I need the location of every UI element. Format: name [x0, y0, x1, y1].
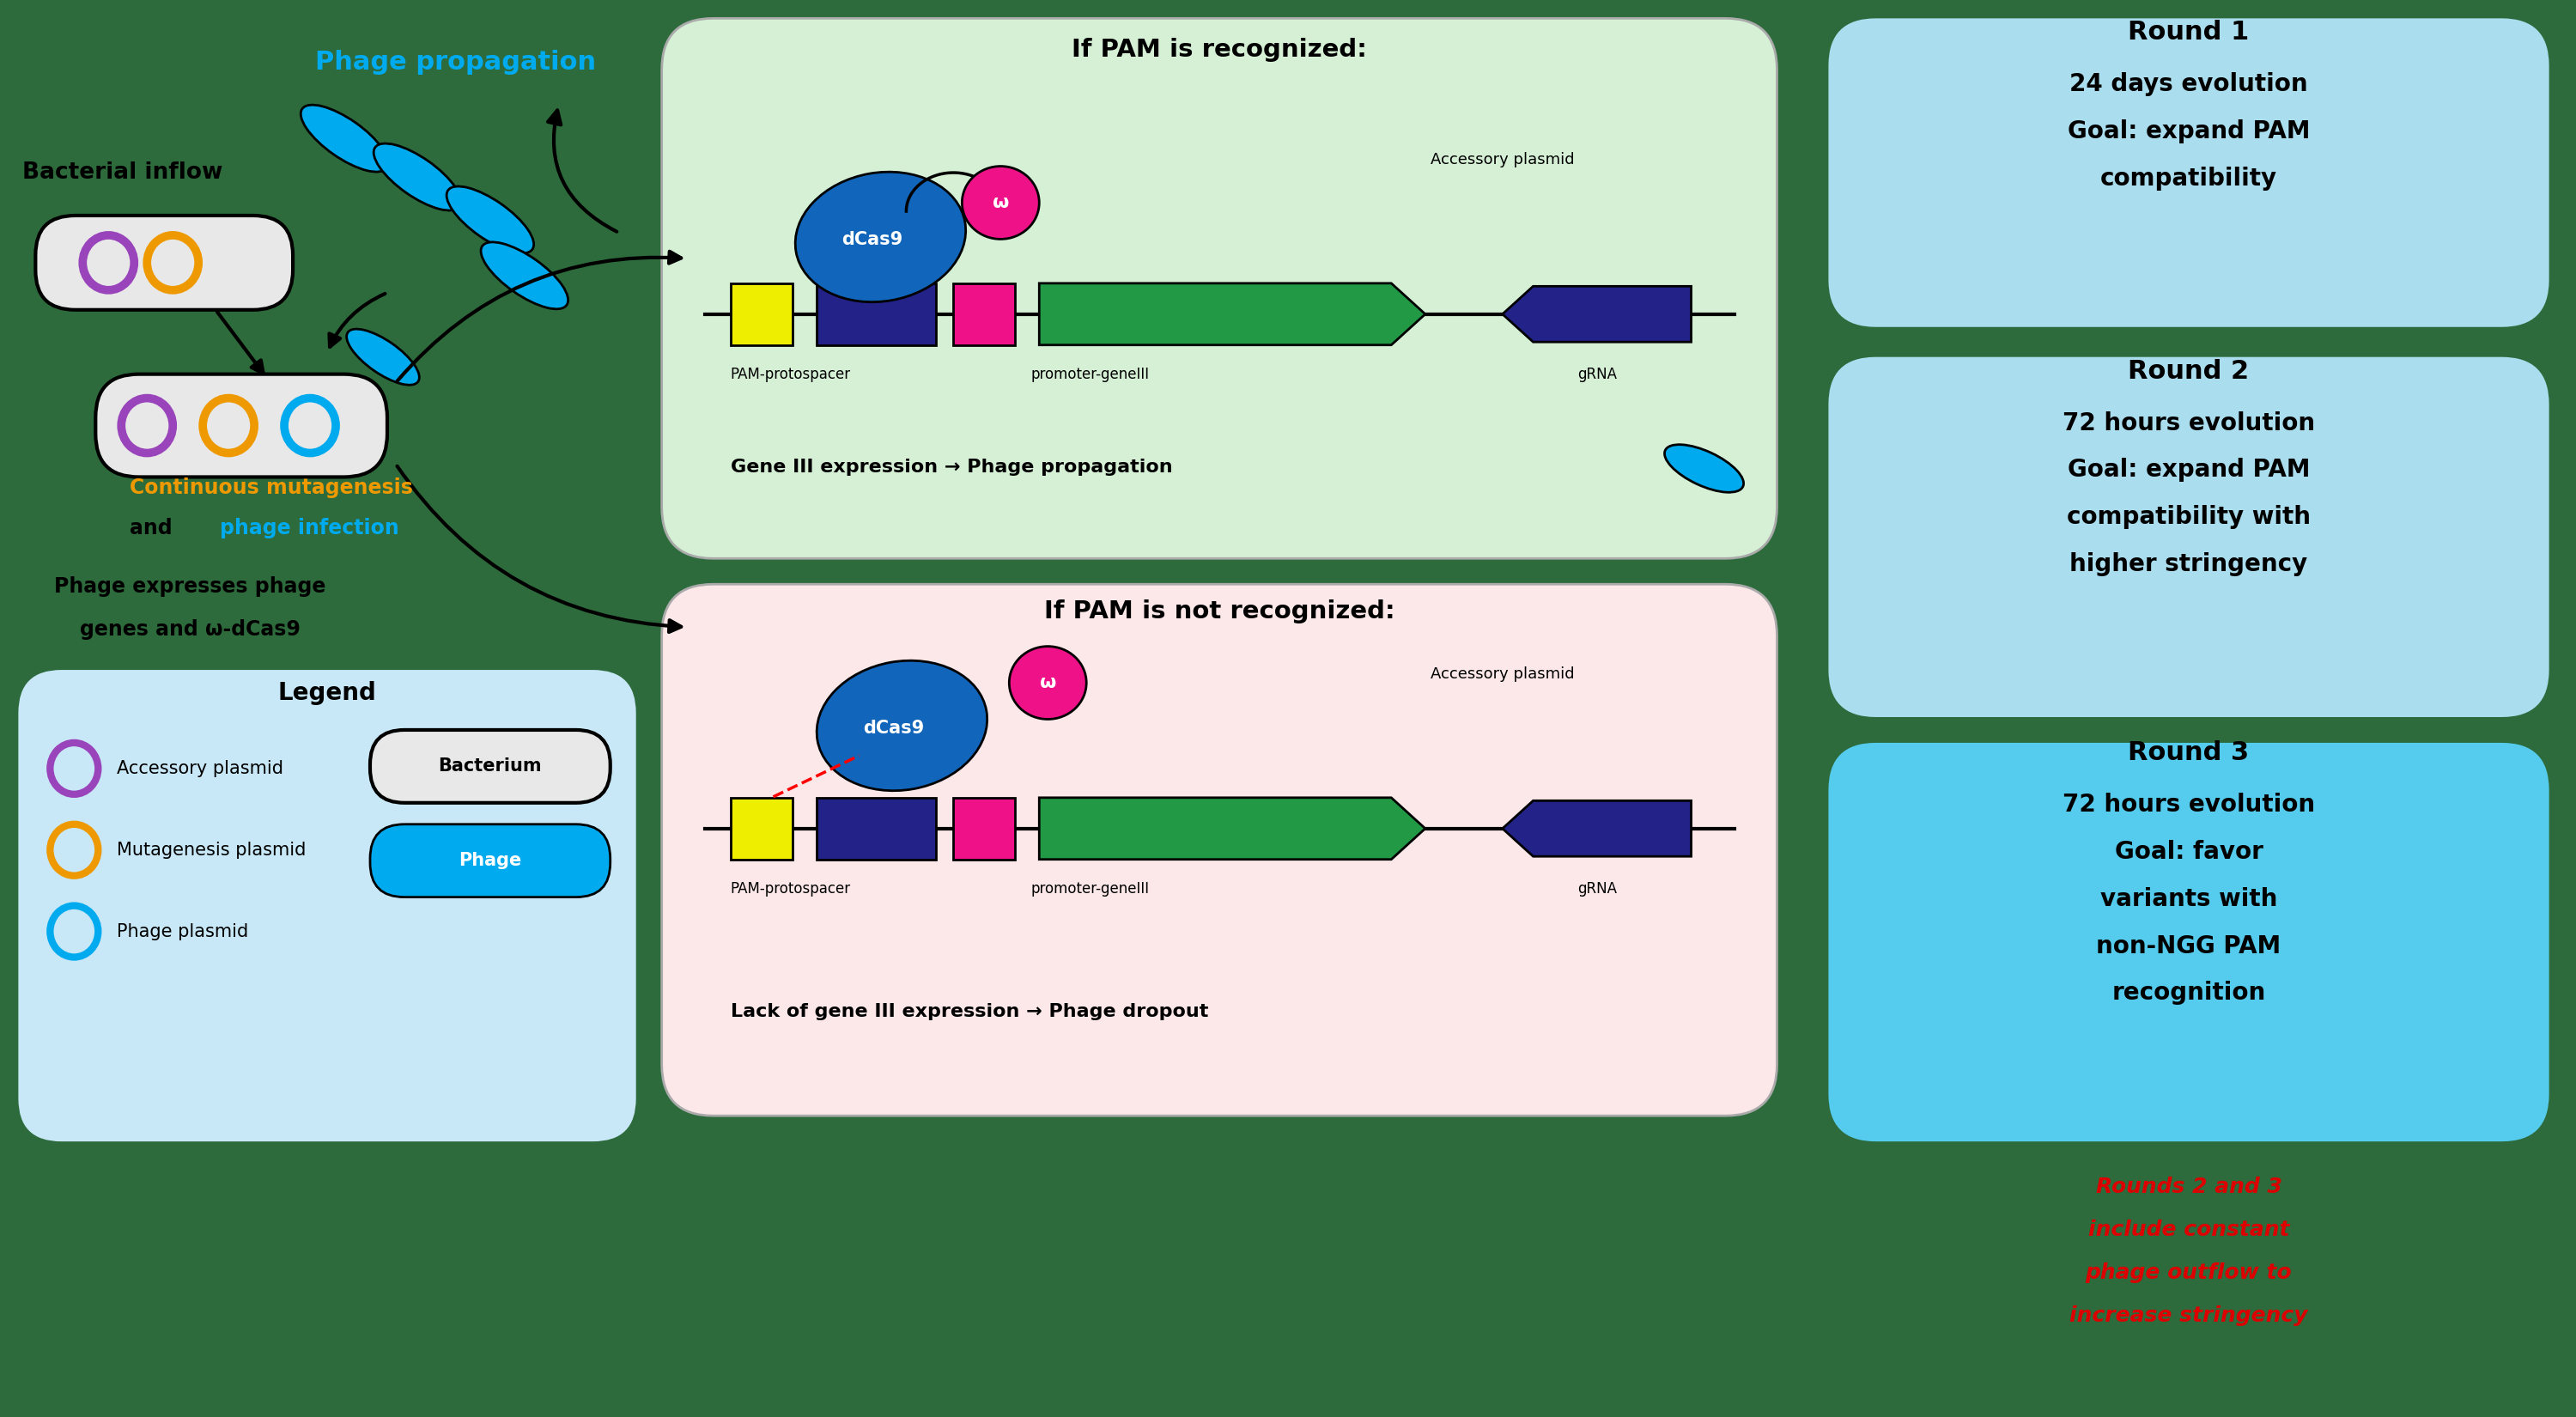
FancyBboxPatch shape — [371, 825, 611, 897]
FancyBboxPatch shape — [662, 18, 1777, 558]
Text: 24 days evolution: 24 days evolution — [2069, 72, 2308, 96]
Text: ω: ω — [1041, 674, 1056, 691]
Text: gRNA: gRNA — [1577, 367, 1618, 381]
Ellipse shape — [446, 187, 533, 254]
Polygon shape — [1038, 798, 1425, 859]
Text: If PAM is not recognized:: If PAM is not recognized: — [1043, 599, 1394, 623]
Text: Lack of gene III expression → Phage dropout: Lack of gene III expression → Phage drop… — [732, 1003, 1208, 1020]
Text: Round 1: Round 1 — [2128, 20, 2249, 45]
Text: phage infection: phage infection — [219, 519, 399, 538]
Text: variants with: variants with — [2099, 887, 2277, 911]
Text: PAM-protospacer: PAM-protospacer — [729, 881, 850, 897]
Text: Goal: favor: Goal: favor — [2115, 840, 2262, 864]
Ellipse shape — [1010, 646, 1087, 720]
Text: 72 hours evolution: 72 hours evolution — [2063, 411, 2316, 435]
Text: Mutagenesis plasmid: Mutagenesis plasmid — [116, 842, 307, 859]
Text: Accessory plasmid: Accessory plasmid — [1430, 152, 1574, 167]
Polygon shape — [1038, 283, 1425, 344]
FancyBboxPatch shape — [95, 374, 386, 478]
Text: phage outflow to: phage outflow to — [2087, 1263, 2293, 1282]
Text: PAM-protospacer: PAM-protospacer — [729, 367, 850, 381]
Bar — [953, 798, 1015, 859]
Text: recognition: recognition — [2112, 981, 2267, 1005]
Ellipse shape — [482, 242, 569, 309]
FancyBboxPatch shape — [371, 730, 611, 803]
FancyBboxPatch shape — [1829, 357, 2550, 717]
Text: non-NGG PAM: non-NGG PAM — [2097, 934, 2282, 958]
Text: Legend: Legend — [278, 682, 376, 706]
Bar — [732, 798, 793, 859]
Text: Continuous mutagenesis: Continuous mutagenesis — [129, 478, 412, 499]
Text: higher stringency: higher stringency — [2069, 553, 2308, 577]
Text: Goal: expand PAM: Goal: expand PAM — [2069, 119, 2311, 143]
Ellipse shape — [817, 660, 987, 791]
Text: Accessory plasmid: Accessory plasmid — [1430, 666, 1574, 682]
Bar — [817, 283, 935, 344]
Text: Rounds 2 and 3: Rounds 2 and 3 — [2097, 1176, 2282, 1197]
Bar — [732, 283, 793, 344]
Ellipse shape — [301, 105, 389, 171]
Text: compatibility: compatibility — [2099, 167, 2277, 191]
Text: Bacterial inflow: Bacterial inflow — [23, 162, 224, 184]
Bar — [817, 798, 935, 859]
Text: ω: ω — [992, 194, 1010, 211]
Ellipse shape — [796, 171, 966, 302]
Ellipse shape — [348, 329, 420, 385]
Text: Round 3: Round 3 — [2128, 740, 2249, 765]
Text: Phage: Phage — [459, 852, 520, 869]
Polygon shape — [1502, 801, 1692, 856]
Ellipse shape — [374, 143, 461, 210]
Text: Phage expresses phage: Phage expresses phage — [54, 577, 325, 597]
FancyBboxPatch shape — [36, 215, 294, 310]
FancyBboxPatch shape — [18, 670, 636, 1142]
Text: promoter-geneIII: promoter-geneIII — [1030, 881, 1149, 897]
Text: genes and ω-dCas9: genes and ω-dCas9 — [80, 619, 301, 640]
Text: dCas9: dCas9 — [842, 231, 902, 248]
Polygon shape — [1502, 286, 1692, 341]
Text: Gene III expression → Phage propagation: Gene III expression → Phage propagation — [732, 459, 1172, 476]
Ellipse shape — [961, 166, 1038, 239]
FancyBboxPatch shape — [662, 584, 1777, 1115]
Bar — [953, 283, 1015, 344]
Text: dCas9: dCas9 — [863, 720, 925, 737]
Text: increase stringency: increase stringency — [2069, 1305, 2308, 1326]
FancyBboxPatch shape — [1829, 743, 2550, 1142]
Text: and: and — [129, 519, 180, 538]
Text: Accessory plasmid: Accessory plasmid — [116, 760, 283, 777]
Text: compatibility with: compatibility with — [2066, 506, 2311, 530]
Text: Round 2: Round 2 — [2128, 359, 2249, 384]
Text: Phage propagation: Phage propagation — [314, 50, 595, 75]
Text: Goal: expand PAM: Goal: expand PAM — [2069, 458, 2311, 482]
Text: promoter-geneIII: promoter-geneIII — [1030, 367, 1149, 381]
Text: Phage plasmid: Phage plasmid — [116, 922, 250, 939]
Ellipse shape — [1664, 445, 1744, 492]
Text: gRNA: gRNA — [1577, 881, 1618, 897]
Text: include constant: include constant — [2089, 1220, 2290, 1240]
Text: Bacterium: Bacterium — [438, 758, 541, 775]
FancyBboxPatch shape — [1829, 18, 2550, 327]
Text: 72 hours evolution: 72 hours evolution — [2063, 792, 2316, 816]
Text: If PAM is recognized:: If PAM is recognized: — [1072, 38, 1368, 62]
